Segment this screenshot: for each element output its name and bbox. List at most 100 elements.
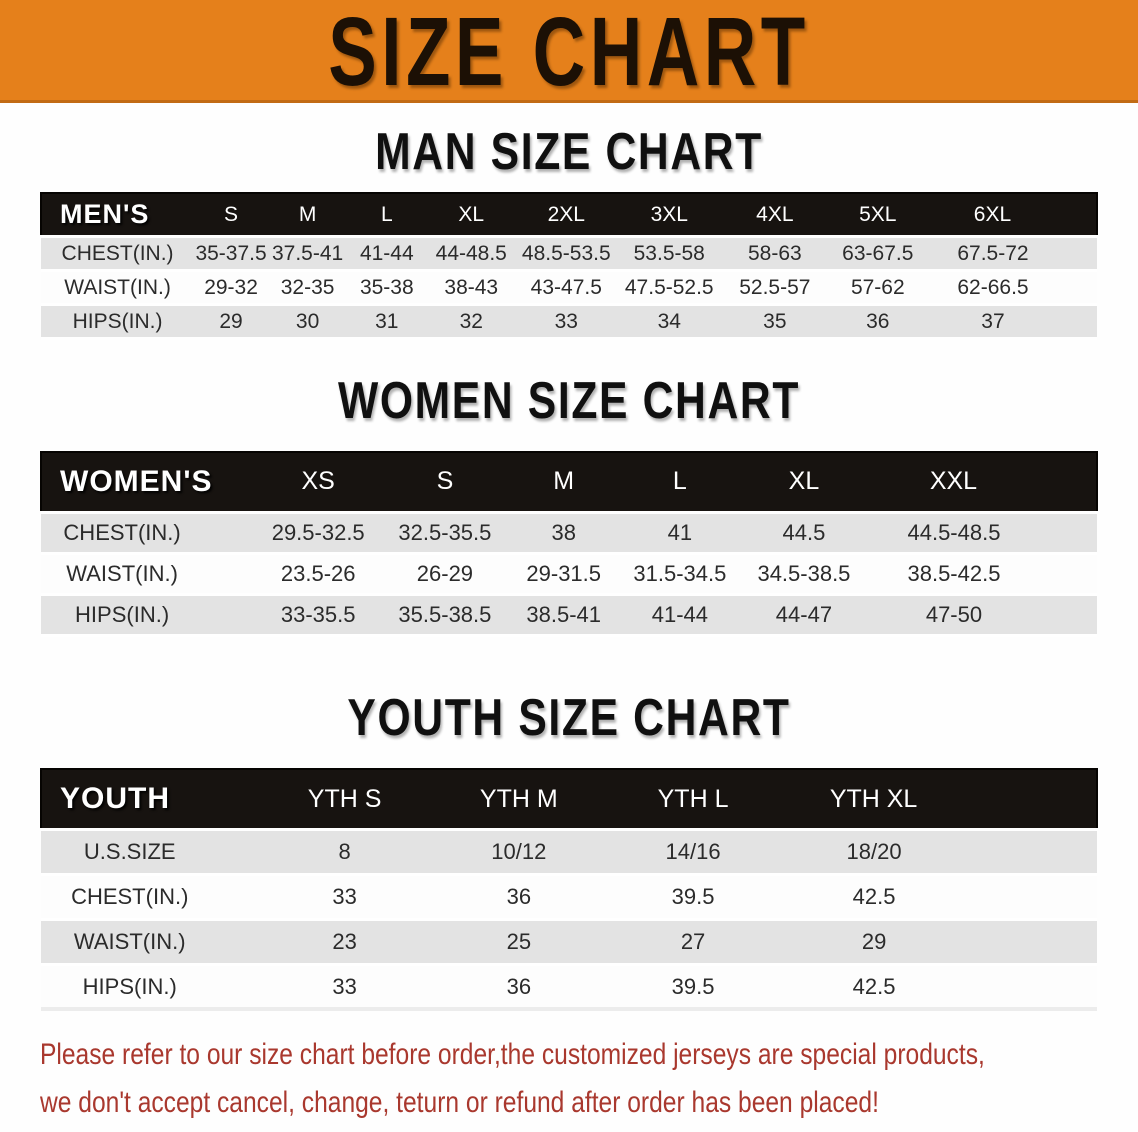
size-value-cell: 34.5-38.5 xyxy=(737,553,870,596)
size-column-header: 2XL xyxy=(516,191,617,238)
size-column-header: YTH L xyxy=(605,768,781,831)
size-column-header: 5XL xyxy=(827,191,928,238)
size-column-header: 6XL xyxy=(927,191,1099,238)
table-row: WAIST(IN.) 23.5-26 26-29 29-31.5 31.5-34.5 34… xyxy=(41,553,1097,596)
table-row: HIPS(IN.) 33-35.5 35.5-38.5 38.5-41 41-44 44-… xyxy=(41,594,1097,637)
women-section-heading: WOMEN SIZE CHART xyxy=(337,372,801,431)
size-column-header: YTH S xyxy=(257,768,432,831)
size-value-cell: 29.5-32.5 xyxy=(252,510,385,555)
size-value-cell: 31.5-34.5 xyxy=(621,553,738,596)
size-value-cell: 35-37.5 xyxy=(194,235,269,273)
size-value-cell: 23.5-26 xyxy=(252,553,385,596)
size-column-header: XL xyxy=(426,191,517,238)
size-column-header: YTH M xyxy=(431,768,606,831)
size-column-header: M xyxy=(268,191,348,238)
table-header-row: MEN'S S M L XL 2XL 3XL 4XL 5XL 6XL xyxy=(39,191,1099,238)
size-value-cell: 38.5-42.5 xyxy=(869,553,1097,596)
table-row: CHEST(IN.) 33 36 39.5 42.5 xyxy=(41,874,1097,921)
size-value-cell: 53.5-58 xyxy=(616,235,723,273)
table-row: U.S.SIZE 8 10/12 14/16 18/20 xyxy=(41,827,1097,876)
youth-size-table: YOUTH YTH S YTH M YTH L YTH XL U.S.SIZE 8 10/12… xyxy=(39,768,1098,1012)
size-value-cell: 48.5-53.5 xyxy=(516,235,617,273)
size-value-cell: 57-62 xyxy=(827,270,928,307)
size-column-header: 3XL xyxy=(616,191,723,238)
size-value-cell: 44-48.5 xyxy=(426,235,517,273)
size-value-cell: 10/12 xyxy=(431,827,606,876)
row-label: HIPS(IN.) xyxy=(41,964,258,1011)
size-value-cell: 41-44 xyxy=(621,594,738,637)
size-value-cell: 33 xyxy=(516,304,617,341)
men-size-table: MEN'S S M L XL 2XL 3XL 4XL 5XL 6XL CHEST(IN.) 35-37… xyxy=(39,191,1099,341)
table-row: WAIST(IN.) 29-32 32-35 35-38 38-43 43-47.5 47.… xyxy=(41,270,1097,307)
size-value-cell: 35-38 xyxy=(347,270,427,307)
size-value-cell: 44-47 xyxy=(737,594,870,637)
disclaimer: Please refer to our size chart before or… xyxy=(40,1031,1098,1127)
size-value-cell: 63-67.5 xyxy=(827,235,928,273)
table-title-cell: MEN'S xyxy=(39,191,195,238)
size-value-cell: 31 xyxy=(347,304,427,341)
size-column-header: XL xyxy=(737,451,870,514)
table-row: CHEST(IN.) 29.5-32.5 32.5-35.5 38 41 44.5 44.5… xyxy=(41,510,1097,555)
size-value-cell: 27 xyxy=(605,919,781,966)
row-label: HIPS(IN.) xyxy=(41,594,253,637)
size-value-cell: 30 xyxy=(268,304,348,341)
size-column-header: XS xyxy=(252,451,385,514)
size-value-cell: 29-32 xyxy=(194,270,269,307)
size-column-header: L xyxy=(621,451,738,514)
size-value-cell: 37 xyxy=(927,304,1097,341)
size-column-header: L xyxy=(347,191,427,238)
size-column-header: YTH XL xyxy=(780,768,1098,831)
row-label: HIPS(IN.) xyxy=(41,304,195,341)
banner: SIZE CHART xyxy=(0,0,1138,103)
size-value-cell: 38 xyxy=(505,510,622,555)
section-women: WOMEN SIZE CHART WOMEN'S XS S M L XL XXL CHEST(… xyxy=(0,372,1138,637)
size-value-cell: 33 xyxy=(257,874,432,921)
size-value-cell: 43-47.5 xyxy=(516,270,617,307)
size-value-cell: 32.5-35.5 xyxy=(384,510,506,555)
row-label: WAIST(IN.) xyxy=(41,919,258,966)
table-row: HIPS(IN.) 29 30 31 32 33 34 35 36 37 xyxy=(41,304,1097,341)
banner-title: SIZE CHART xyxy=(328,0,810,106)
size-value-cell: 52.5-57 xyxy=(722,270,828,307)
size-value-cell: 47-50 xyxy=(869,594,1097,637)
size-value-cell: 37.5-41 xyxy=(268,235,348,273)
size-value-cell: 33 xyxy=(257,964,432,1011)
row-label: CHEST(IN.) xyxy=(41,510,253,555)
row-label: WAIST(IN.) xyxy=(41,553,253,596)
size-value-cell: 32-35 xyxy=(268,270,348,307)
size-value-cell: 33-35.5 xyxy=(252,594,385,637)
size-value-cell: 62-66.5 xyxy=(927,270,1097,307)
size-value-cell: 32 xyxy=(426,304,517,341)
size-value-cell: 36 xyxy=(431,964,606,1011)
row-label: CHEST(IN.) xyxy=(41,235,195,273)
size-value-cell: 14/16 xyxy=(605,827,781,876)
row-label: CHEST(IN.) xyxy=(41,874,258,921)
table-header-row: WOMEN'S XS S M L XL XXL xyxy=(39,451,1099,514)
size-value-cell: 8 xyxy=(257,827,432,876)
size-value-cell: 44.5-48.5 xyxy=(869,510,1097,555)
size-value-cell: 34 xyxy=(616,304,723,341)
size-value-cell: 41-44 xyxy=(347,235,427,273)
size-column-header: S xyxy=(194,191,269,238)
size-column-header: 4XL xyxy=(722,191,828,238)
size-value-cell: 38-43 xyxy=(426,270,517,307)
size-value-cell: 18/20 xyxy=(780,827,1097,876)
table-row: WAIST(IN.) 23 25 27 29 xyxy=(41,919,1097,966)
table-title-cell: WOMEN'S xyxy=(39,451,253,514)
size-value-cell: 41 xyxy=(621,510,738,555)
size-value-cell: 29 xyxy=(780,919,1097,966)
size-value-cell: 26-29 xyxy=(384,553,506,596)
size-column-header: XXL xyxy=(869,451,1099,514)
women-size-table: WOMEN'S XS S M L XL XXL CHEST(IN.) 29.5-32.5 32.5… xyxy=(39,451,1099,637)
size-column-header: M xyxy=(505,451,622,514)
section-youth: YOUTH SIZE CHART YOUTH YTH S YTH M YTH L YTH… xyxy=(0,692,1138,1012)
size-value-cell: 38.5-41 xyxy=(505,594,622,637)
size-value-cell: 35 xyxy=(722,304,828,341)
size-value-cell: 36 xyxy=(827,304,928,341)
table-title-cell: YOUTH xyxy=(39,768,258,831)
size-value-cell: 29-31.5 xyxy=(505,553,622,596)
section-men: MAN SIZE CHART MEN'S S M L XL 2XL 3XL 4XL 5XL 6XL… xyxy=(0,126,1138,341)
size-value-cell: 39.5 xyxy=(605,874,781,921)
size-value-cell: 42.5 xyxy=(780,964,1097,1011)
